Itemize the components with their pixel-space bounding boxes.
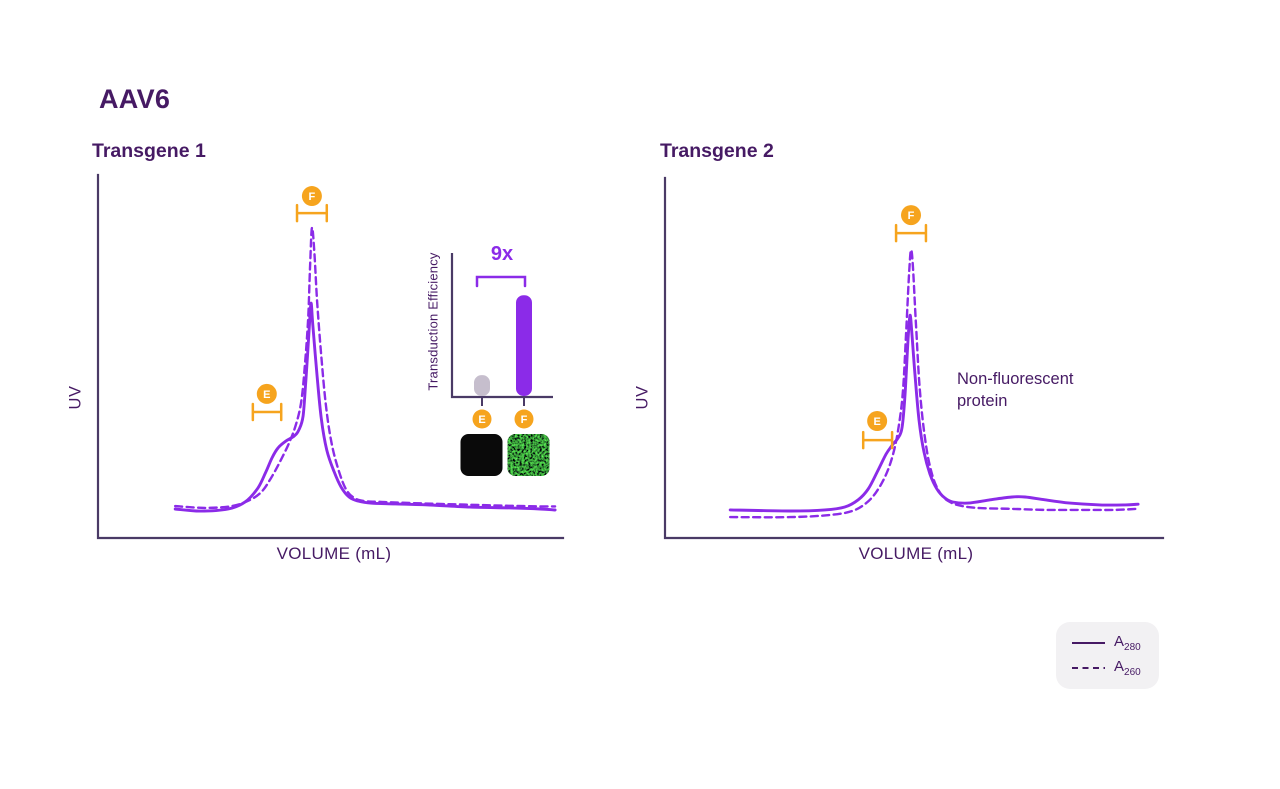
legend: A280 A260: [1056, 622, 1159, 689]
fraction-bracket-F: [295, 203, 329, 223]
legend-label-a260: A260: [1114, 658, 1141, 678]
legend-dashed-line-sample: [1072, 666, 1105, 670]
fraction-circle-E: [256, 383, 277, 404]
fraction-bracket-E: [861, 430, 894, 450]
inset-axes: [450, 253, 553, 399]
x-axis-label-chart-1: VOLUME (mL): [276, 544, 392, 563]
micrograph-black: [460, 434, 503, 476]
inset-fold-bracket: [475, 275, 527, 288]
legend-label-sub: 280: [1124, 642, 1141, 653]
axes: [663, 176, 1165, 540]
fraction-letter-F: F: [309, 191, 316, 203]
inset-fold-annotation: 9x: [490, 243, 514, 265]
inset-circle-E: [472, 409, 492, 429]
legend-item-a280: A280: [1072, 633, 1159, 653]
inset-circle-F: [514, 409, 534, 429]
fraction-bracket-F: [894, 223, 928, 243]
chart-title-transgene-2: Transgene 2: [660, 140, 774, 162]
legend-label-a280: A280: [1114, 633, 1141, 653]
legend-label-base: A: [1114, 633, 1125, 650]
x-axis-label-chart-2: VOLUME (mL): [858, 544, 974, 563]
chart-2-plot: EF: [663, 176, 1165, 540]
figure-title: AAV6: [99, 84, 171, 114]
fraction-letter-E: E: [873, 416, 880, 428]
series-a260-dashed: [729, 248, 1140, 519]
fraction-circle-F: [901, 205, 922, 226]
inset-letter-E: E: [478, 414, 485, 426]
fraction-bracket-E: [251, 402, 283, 422]
legend-label-base: A: [1114, 658, 1125, 675]
axes: [96, 173, 565, 540]
series-a260-dashed: [174, 226, 557, 510]
inset-bar-E: [474, 375, 490, 396]
fraction-letter-E: E: [263, 389, 270, 401]
chart-1-plot: EF: [96, 173, 565, 540]
fraction-circle-F: [301, 186, 322, 207]
micrograph-green: [507, 434, 550, 476]
non-fluorescent-protein-annotation: Non-fluorescent protein: [957, 370, 1074, 410]
legend-solid-line-sample: [1072, 641, 1105, 645]
legend-label-sub: 260: [1124, 667, 1141, 678]
y-axis-label-chart-2: UV: [633, 385, 652, 410]
chart-title-transgene-1: Transgene 1: [92, 140, 206, 162]
series-a280-solid: [173, 301, 557, 513]
y-axis-label-chart-1: UV: [66, 385, 85, 410]
legend-item-a260: A260: [1072, 658, 1159, 678]
series-a280-solid: [728, 313, 1140, 513]
fraction-circle-E: [867, 411, 888, 431]
inset-y-axis-label: Transduction Efficiency: [425, 252, 441, 391]
fraction-letter-F: F: [908, 210, 915, 222]
inset-bar-F: [516, 295, 532, 396]
inset-letter-F: F: [521, 414, 528, 426]
